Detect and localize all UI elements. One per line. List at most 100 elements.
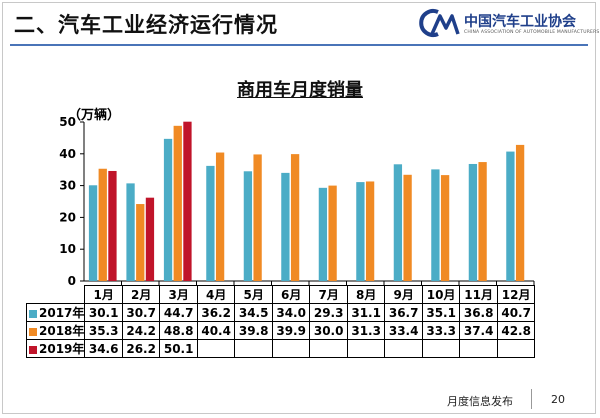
- data-label: [234, 339, 273, 358]
- data-label: 36.2: [196, 303, 236, 322]
- data-label: 36.8: [459, 303, 498, 322]
- y-tick-label: 10: [59, 242, 76, 256]
- x-tick-label: 6月: [271, 285, 311, 304]
- data-label: 44.7: [159, 303, 198, 322]
- bar-2017年-5月: [243, 171, 253, 281]
- legend-entry: 2019年: [25, 339, 86, 358]
- legend-swatch: [29, 327, 37, 336]
- footer-separator: [531, 389, 532, 409]
- data-label: [346, 339, 386, 358]
- x-tick-label: 7月: [309, 285, 348, 304]
- data-label: 31.1: [346, 303, 386, 322]
- bar-2017年-8月: [356, 182, 365, 281]
- legend-label: 2019年: [39, 342, 85, 356]
- data-label: 40.4: [196, 321, 236, 340]
- bar-2018年-12月: [515, 144, 525, 281]
- data-label: 35.3: [84, 321, 123, 340]
- data-label: 29.3: [309, 303, 348, 322]
- data-label: 30.1: [84, 303, 123, 322]
- bar-2017年-9月: [393, 164, 403, 281]
- data-label: 48.8: [159, 321, 198, 340]
- bar-2018年-8月: [365, 181, 375, 281]
- x-tick-label: 4月: [196, 285, 236, 304]
- data-label: 30.0: [309, 321, 348, 340]
- x-tick-label: 11月: [459, 285, 498, 304]
- bar-2017年-7月: [318, 187, 328, 281]
- bar-2018年-10月: [440, 175, 450, 281]
- y-tick-label: 40: [59, 147, 76, 161]
- table-row: 2019年 34.6 26.2 50.1: [25, 339, 536, 358]
- data-label: 24.2: [121, 321, 161, 340]
- bar-2018年-4月: [215, 152, 225, 281]
- legend-entry: 2018年: [25, 321, 86, 340]
- data-label: 33.3: [421, 321, 461, 340]
- data-label: 37.4: [459, 321, 498, 340]
- x-tick-label: 8月: [346, 285, 386, 304]
- bar-2018年-5月: [253, 154, 262, 281]
- legend-swatch: [29, 345, 37, 354]
- bar-2018年-9月: [403, 174, 412, 281]
- x-tick-label: 3月: [159, 285, 198, 304]
- bar-2019年-1月: [108, 170, 117, 281]
- logo-subtitle: CHINA ASSOCIATION OF AUTOMOBILE MANUFACT…: [464, 30, 600, 35]
- data-label: [384, 339, 423, 358]
- data-label: [421, 339, 461, 358]
- slide-border: [2, 2, 596, 414]
- bar-2017年-12月: [506, 151, 515, 281]
- data-label: 31.3: [346, 321, 386, 340]
- y-tick-label: 20: [59, 210, 76, 224]
- data-label: [271, 339, 311, 358]
- chart-title: 商用车月度销量: [237, 80, 363, 101]
- data-label: 33.4: [384, 321, 423, 340]
- y-tick-label: 0: [68, 274, 76, 288]
- caam-logo: 中国汽车工业协会 CHINA ASSOCIATION OF AUTOMOBILE…: [418, 8, 599, 42]
- y-tick-label: 30: [59, 179, 76, 193]
- table-header-row: 1月 2月 3月 4月 5月 6月 7月 8月 9月 10月 11月 12月: [27, 285, 536, 304]
- data-label: 50.1: [159, 339, 198, 358]
- data-label: 39.8: [234, 321, 273, 340]
- data-label: 26.2: [121, 339, 161, 358]
- bar-2018年-3月: [173, 125, 182, 281]
- bar-2019年-3月: [183, 121, 192, 281]
- x-tick-label: 1月: [84, 285, 123, 304]
- x-tick-label: 12月: [496, 285, 536, 304]
- bar-2018年-11月: [478, 162, 487, 281]
- legend-label: 2018年: [39, 324, 85, 338]
- bar-2017年-2月: [126, 183, 135, 281]
- data-label: [496, 339, 536, 358]
- legend-entry: 2017年: [25, 303, 86, 322]
- plot-area: 0 10 20 30 40 50: [59, 115, 535, 288]
- data-label: 40.7: [496, 303, 536, 322]
- bar-2017年-4月: [206, 165, 215, 281]
- bar-2017年-3月: [163, 138, 173, 281]
- legend-swatch: [29, 309, 37, 318]
- x-tick-label: 10月: [421, 285, 461, 304]
- bar-2017年-10月: [431, 169, 440, 281]
- logo-name: 中国汽车工业协会: [464, 14, 576, 30]
- data-label: [196, 339, 236, 358]
- x-tick-label: 9月: [384, 285, 423, 304]
- data-label: [309, 339, 348, 358]
- bar-2018年-7月: [328, 185, 337, 281]
- x-tick-label: 2月: [121, 285, 161, 304]
- data-label: 34.6: [84, 339, 123, 358]
- data-label: 36.7: [384, 303, 423, 322]
- data-label: [459, 339, 498, 358]
- data-label: 34.5: [234, 303, 273, 322]
- bar-2017年-6月: [281, 172, 290, 281]
- page-title: 二、汽车工业经济运行情况: [14, 13, 278, 37]
- y-tick-label: 50: [59, 115, 76, 129]
- bar-2018年-6月: [290, 154, 300, 281]
- x-tick-label: 5月: [234, 285, 273, 304]
- bar-2017年-11月: [468, 163, 478, 281]
- bar-2019年-2月: [145, 197, 155, 281]
- caam-logo-mark-icon: [419, 9, 460, 37]
- table-row: 2018年 35.3 24.2 48.8 40.4 39.8 39.9 30.0 31.3 33.…: [25, 321, 536, 340]
- bar-2018年-1月: [98, 168, 107, 281]
- header-divider: [10, 44, 588, 46]
- data-label: 35.1: [421, 303, 461, 322]
- data-label: 42.8: [496, 321, 536, 340]
- bar-2017年-1月: [88, 185, 98, 281]
- bar-2018年-2月: [136, 204, 145, 281]
